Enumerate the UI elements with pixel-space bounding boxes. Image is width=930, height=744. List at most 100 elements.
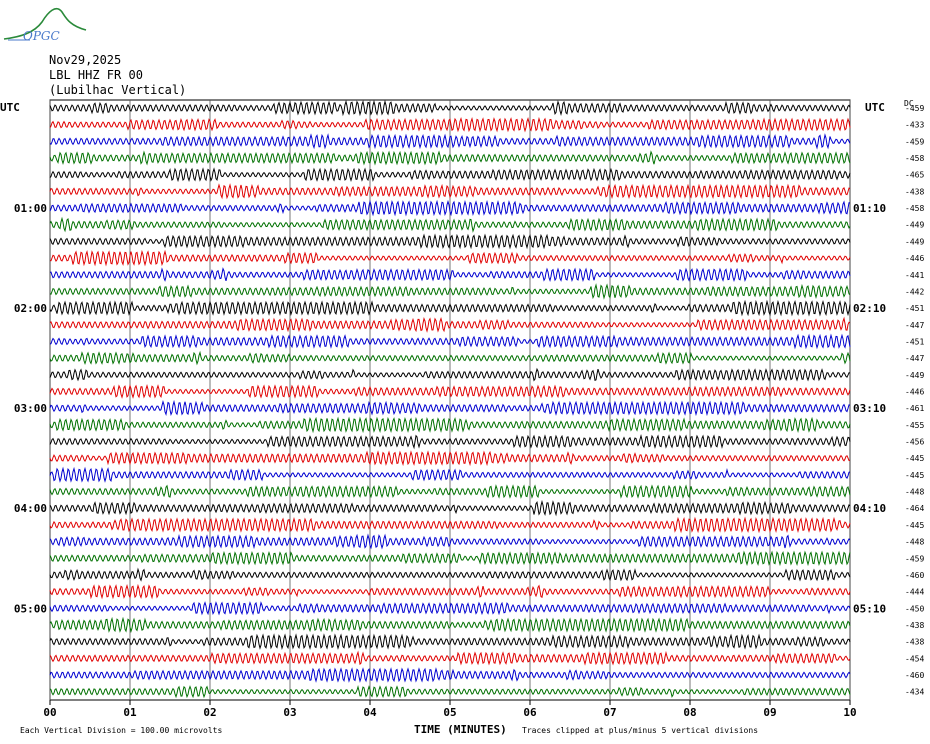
seismic-trace <box>49 316 851 333</box>
seismic-trace <box>49 133 851 150</box>
right-hour-label: 02:10 <box>853 302 886 315</box>
seismic-trace <box>49 583 851 600</box>
x-tick-label: 08 <box>683 706 696 719</box>
left-hour-label: 01:00 <box>14 202 47 215</box>
dc-offset-label: -460 <box>905 571 924 580</box>
seismic-trace <box>49 450 851 467</box>
dc-offset-label: -438 <box>905 638 924 647</box>
seismic-trace <box>49 350 851 366</box>
seismic-trace <box>49 299 851 317</box>
seismic-trace <box>49 116 851 133</box>
utc-left-label: UTC <box>0 101 20 114</box>
dc-offset-label: -441 <box>905 271 924 280</box>
dc-offset-label: -465 <box>905 171 924 180</box>
seismic-trace <box>49 233 851 250</box>
header-location: (Lubilhac Vertical) <box>49 83 187 97</box>
right-hour-label: 01:10 <box>853 202 886 215</box>
seismic-trace <box>49 466 851 483</box>
seismic-trace <box>49 416 851 434</box>
x-tick-label: 04 <box>363 706 377 719</box>
dc-offset-label: -448 <box>905 538 924 547</box>
dc-offset-label: -446 <box>905 254 924 263</box>
x-tick-label: 07 <box>603 706 616 719</box>
dc-offset-label: -438 <box>905 621 924 630</box>
x-tick-label: 05 <box>443 706 456 719</box>
x-tick-label: 03 <box>283 706 296 719</box>
opgc-logo: OPGC <box>3 7 87 43</box>
left-hour-label: 03:00 <box>14 402 47 415</box>
axis-labels: 00 01 02 03 04 05 06 07 08 09 10 -459 -433 -459 -458 -4… <box>14 104 925 719</box>
dc-offset-label: -461 <box>905 404 924 413</box>
seismic-trace <box>49 167 851 183</box>
dc-header: DC <box>904 99 914 108</box>
utc-right-label: UTC <box>865 101 885 114</box>
seismic-trace <box>49 484 851 499</box>
dc-offset-label: -459 <box>905 104 924 113</box>
seismic-trace <box>49 283 851 300</box>
seismic-trace <box>49 216 851 233</box>
x-tick-label: 06 <box>523 706 537 719</box>
trace-group <box>49 99 851 699</box>
seismic-trace <box>49 550 851 567</box>
seismic-trace <box>49 249 851 267</box>
x-axis-title: TIME (MINUTES) <box>414 723 507 736</box>
seismic-trace <box>49 616 851 634</box>
seismic-trace <box>49 567 851 582</box>
dc-offset-label: -451 <box>905 304 924 313</box>
dc-offset-label: -449 <box>905 371 924 380</box>
x-tick-label: 10 <box>843 706 856 719</box>
x-tick-label: 02 <box>203 706 216 719</box>
dc-offset-label: -445 <box>905 471 924 480</box>
plot-grid <box>49 99 851 705</box>
seismic-trace <box>49 183 851 200</box>
seismic-trace <box>49 533 851 550</box>
dc-offset-label: -447 <box>905 354 924 363</box>
header-station: LBL HHZ FR 00 <box>49 68 143 82</box>
dc-offset-label: -458 <box>905 154 924 163</box>
logo-text: OPGC <box>23 29 60 43</box>
dc-offset-label: -448 <box>905 488 924 497</box>
seismic-trace <box>49 99 851 117</box>
dc-offset-label: -445 <box>905 521 924 530</box>
header-date: Nov29,2025 <box>49 53 122 67</box>
dc-offset-label: -445 <box>905 454 924 463</box>
seismic-trace <box>49 650 851 666</box>
seismic-trace <box>49 384 851 399</box>
dc-offset-label: -450 <box>905 604 924 613</box>
seismic-trace <box>49 601 851 616</box>
dc-offset-label: -458 <box>905 204 924 213</box>
dc-offset-label: -464 <box>905 504 924 513</box>
dc-offset-label: -433 <box>905 121 924 130</box>
dc-offset-label: -460 <box>905 671 924 680</box>
seismic-trace <box>49 685 851 699</box>
seismic-trace <box>49 367 851 382</box>
right-hour-label: 03:10 <box>853 402 886 415</box>
seismic-trace <box>49 516 851 534</box>
seismic-trace <box>49 267 851 283</box>
left-hour-label: 04:00 <box>14 502 47 515</box>
dc-offset-label: -454 <box>905 654 924 663</box>
dc-offset-label: -444 <box>905 588 924 597</box>
right-hour-label: 04:10 <box>853 502 886 515</box>
x-tick-label: 01 <box>123 706 137 719</box>
dc-offset-label: -459 <box>905 137 924 146</box>
dc-offset-label: -442 <box>905 287 924 296</box>
dc-offset-label: -455 <box>905 421 924 430</box>
seismic-trace <box>49 333 851 350</box>
dc-offset-label: -459 <box>905 554 924 563</box>
x-tick-label: 00 <box>43 706 56 719</box>
dc-offset-label: -449 <box>905 237 924 246</box>
dc-offset-label: -446 <box>905 387 924 396</box>
dc-offset-label: -438 <box>905 187 924 196</box>
dc-offset-label: -449 <box>905 221 924 230</box>
right-hour-label: 05:10 <box>853 602 886 615</box>
seismic-trace <box>49 667 851 683</box>
seismic-trace <box>49 399 851 417</box>
dc-offset-label: -451 <box>905 337 924 346</box>
seismic-trace <box>49 499 851 517</box>
dc-offset-label: -447 <box>905 321 924 330</box>
dc-offset-label: -456 <box>905 438 924 447</box>
seismic-trace <box>49 150 851 166</box>
left-hour-label: 02:00 <box>14 302 47 315</box>
